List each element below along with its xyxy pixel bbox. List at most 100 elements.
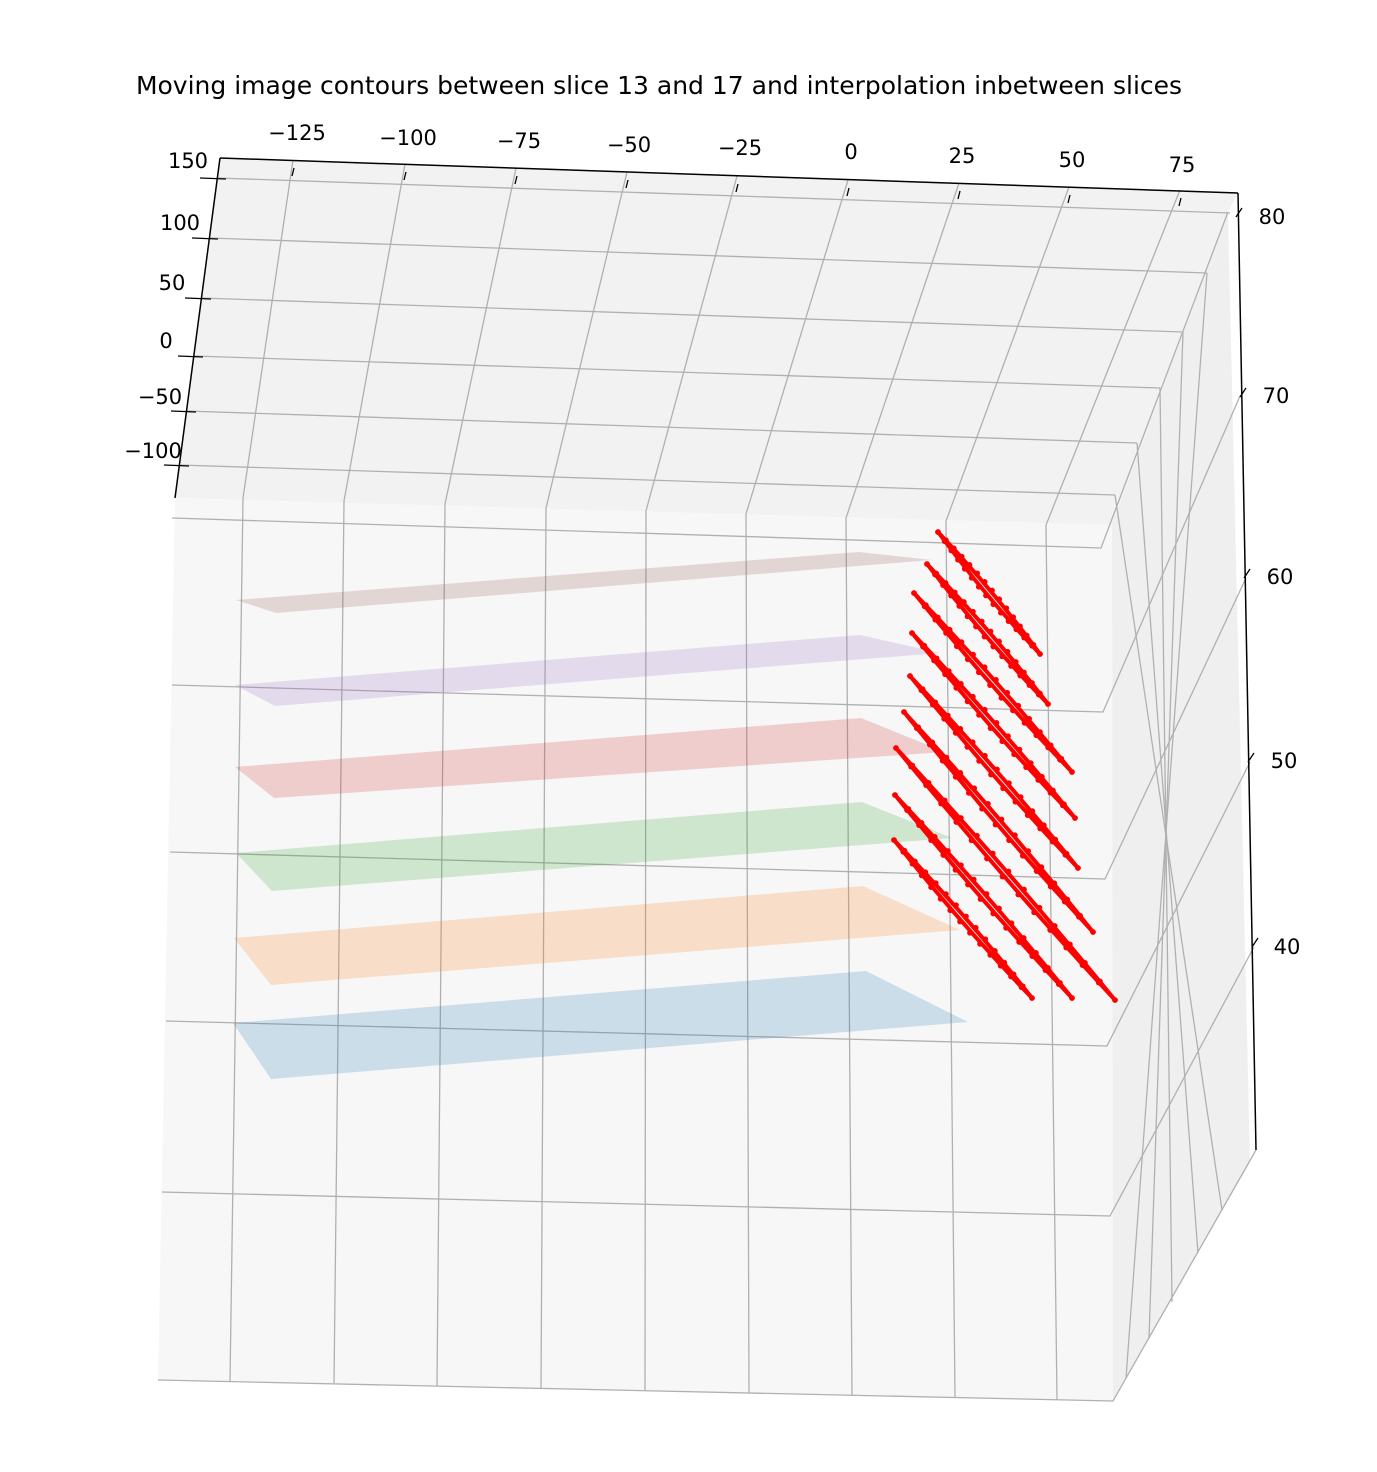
contour-point: [945, 712, 951, 719]
contour-point: [1005, 733, 1011, 739]
contour-point: [942, 580, 949, 586]
grid-line-z: [171, 395, 1241, 713]
contour-point: [932, 880, 939, 886]
contour-point: [983, 592, 989, 599]
contour-point: [905, 806, 912, 812]
contour-point: [1016, 746, 1023, 753]
contour-point: [933, 570, 940, 577]
contour-point: [993, 677, 999, 683]
contour-point: [977, 941, 983, 947]
z-tick-label: 40: [1274, 935, 1301, 959]
contour-point: [966, 562, 973, 568]
contour-point: [958, 553, 965, 560]
contour-point: [974, 570, 980, 577]
contour-point: [968, 837, 975, 844]
y-tick-label: 0: [159, 329, 172, 353]
contour-point: [940, 852, 947, 858]
contour-point: [964, 744, 971, 750]
contour-point: [1050, 787, 1056, 794]
y-tick-label: 50: [159, 271, 186, 295]
contour-point: [1033, 868, 1040, 874]
contour-point: [1006, 837, 1012, 844]
x-tick-mark: [625, 179, 629, 189]
contour-point: [1001, 959, 1008, 966]
contour-point: [994, 766, 1000, 773]
contour-point: [918, 872, 925, 879]
contour-point: [953, 819, 960, 825]
y-tick-label: 150: [168, 149, 208, 173]
contour-point: [909, 762, 916, 769]
contour-point: [892, 792, 898, 798]
contour-point: [987, 682, 993, 688]
contour-point: [1112, 997, 1118, 1003]
contour-point: [975, 669, 982, 676]
contour-point: [964, 698, 971, 705]
chart-title: Moving image contours between slice 13 a…: [136, 71, 1182, 100]
contour-point: [935, 614, 941, 621]
x-tick-label: 0: [844, 140, 857, 164]
contour-point: [938, 800, 944, 807]
contour-point: [992, 821, 999, 828]
contour-point: [953, 902, 959, 908]
contour-point: [958, 862, 964, 868]
contour-point: [1063, 944, 1069, 951]
contour-point: [979, 618, 985, 625]
contour-point: [945, 848, 951, 854]
contour-point: [976, 712, 982, 718]
contour-point: [1013, 626, 1020, 633]
contour-point: [943, 891, 949, 897]
x-tick-mark: [1067, 194, 1071, 204]
contour-point: [1037, 651, 1043, 657]
contour-point: [1037, 825, 1043, 832]
grid-line-z: [161, 946, 1255, 1217]
slice-plane: [235, 635, 940, 706]
contour-point: [957, 918, 963, 925]
contour-point: [947, 907, 954, 914]
grid-line-y: [209, 237, 1208, 274]
contour-point: [1029, 808, 1036, 814]
x-tick-mark: [291, 167, 295, 177]
contour-point: [932, 834, 938, 840]
contour-point: [970, 608, 976, 615]
contour-point: [981, 633, 988, 640]
contour-point: [1052, 836, 1059, 843]
contour-point: [1020, 983, 1026, 989]
contour-point: [915, 724, 921, 730]
x-tick-mark: [1178, 197, 1182, 207]
contour-point: [996, 638, 1002, 645]
x-tick-label: −100: [379, 126, 437, 150]
contour-point: [891, 837, 897, 843]
contours: [891, 529, 1118, 1003]
y-tick-mark: [199, 177, 227, 180]
contour-point: [976, 758, 982, 764]
contour-point: [1036, 904, 1043, 911]
contour-point: [1005, 618, 1012, 624]
grid-line-z: [157, 1149, 1257, 1402]
contour-point: [1012, 832, 1018, 838]
x-tick-label: 25: [949, 144, 976, 168]
contour-point: [943, 754, 950, 761]
contour-point: [1057, 980, 1063, 986]
contour-point: [998, 609, 1004, 616]
contour-point: [1017, 672, 1023, 679]
contour-point: [952, 774, 959, 780]
x-tick-mark: [403, 171, 407, 181]
contour-point: [918, 820, 925, 826]
contour-point: [942, 671, 948, 678]
contour-point: [1027, 760, 1034, 766]
y-tick-mark: [184, 297, 212, 300]
contour-point: [907, 673, 913, 679]
contour-point: [1029, 953, 1035, 959]
contour-point: [1047, 927, 1053, 933]
contour-point: [1069, 769, 1075, 775]
contour-point: [990, 601, 997, 608]
grid-line-x: [540, 171, 628, 1389]
contour-point: [996, 905, 1002, 912]
contour-point: [945, 668, 952, 674]
contour-point: [1029, 995, 1035, 1001]
y-tick-label: 100: [160, 211, 200, 235]
contour-point: [1015, 702, 1022, 709]
contour-point: [1010, 614, 1017, 620]
contour-point: [982, 752, 988, 759]
